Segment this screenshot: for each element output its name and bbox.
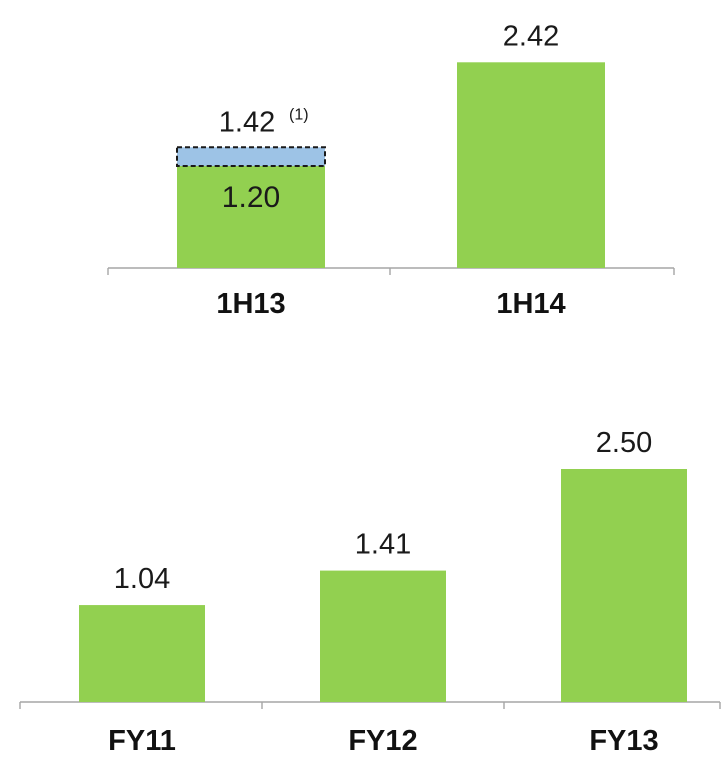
footnote-marker: (1) [289, 106, 309, 123]
category-label-1h13: 1H13 [216, 288, 285, 320]
data-label-fy11: 1.04 [114, 563, 170, 595]
total-label-1h13: 1.42 [219, 106, 275, 138]
data-label-1h13: 1.20 [222, 181, 280, 214]
category-label-fy13: FY13 [589, 725, 658, 757]
category-label-fy11: FY11 [108, 725, 176, 757]
bar-fy11 [79, 605, 205, 702]
chart-full-year: 1.04 FY11 1.41 FY12 2.50 FY13 [19, 427, 721, 757]
data-label-fy12: 1.41 [355, 529, 411, 561]
bar-1h13 [177, 166, 325, 268]
category-label-1h14: 1H14 [496, 288, 565, 320]
bar-fy13 [561, 469, 687, 702]
data-label-fy13: 2.50 [596, 427, 652, 459]
bar-fy12 [320, 570, 446, 702]
chart-half-year: 1.20 1.42 (1) 1H13 2.42 1H14 [107, 20, 675, 320]
category-label-fy12: FY12 [348, 725, 417, 757]
data-label-1h14: 2.42 [503, 20, 559, 52]
bar-adjustment-1h13 [176, 146, 326, 168]
bar-1h14 [457, 62, 605, 268]
